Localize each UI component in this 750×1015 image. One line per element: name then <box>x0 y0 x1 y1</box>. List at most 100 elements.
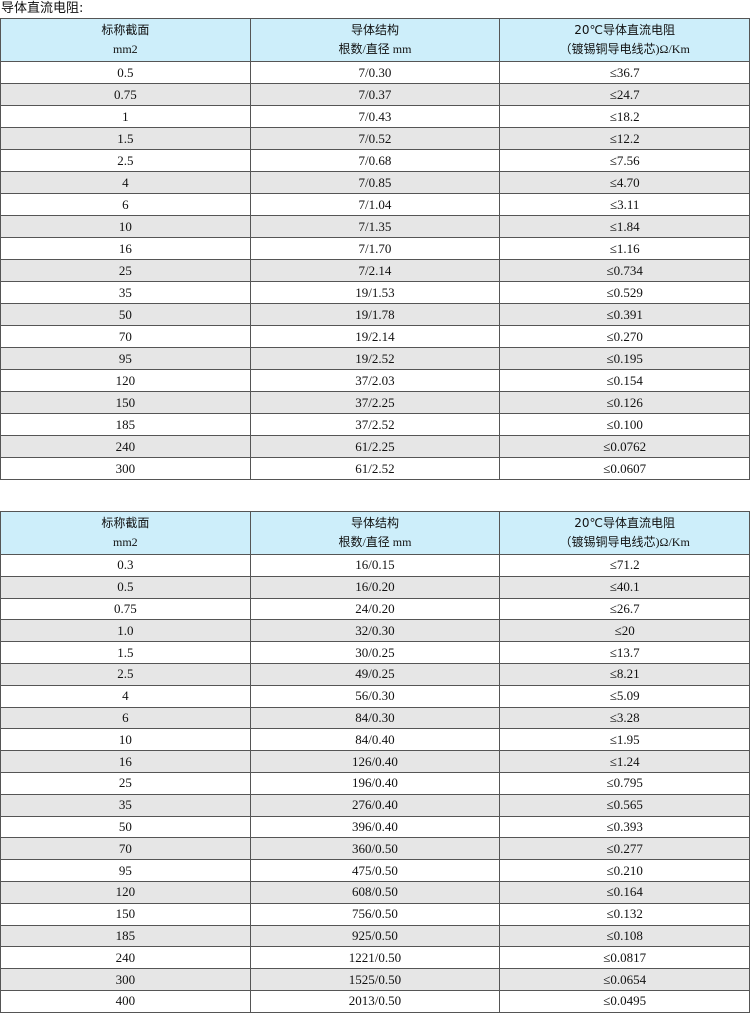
cross-section-cell: 25 <box>0 771 251 795</box>
cross-section-cell: 300 <box>0 457 251 480</box>
header-text: 标称截面 <box>101 23 150 37</box>
table-row: 240 1221/0.50 ≤0.0817 <box>0 946 750 970</box>
header-text: 20℃导体直流电阻 <box>574 23 676 37</box>
resistance-cell: ≤0.0762 <box>499 435 750 458</box>
table-row: 150 37/2.25 ≤0.126 <box>0 391 750 414</box>
resistance-cell: ≤8.21 <box>499 662 750 686</box>
table-row: 4 56/0.30 ≤5.09 <box>0 684 750 708</box>
header-unit: 根数/直径 mm <box>338 42 412 56</box>
header-cross-section: 标称截面 mm2 <box>0 511 251 555</box>
table-row: 1.5 7/0.52 ≤12.2 <box>0 127 750 150</box>
structure-cell: 126/0.40 <box>249 750 501 773</box>
structure-cell: 7/0.68 <box>249 149 501 172</box>
structure-cell: 19/2.14 <box>249 325 501 348</box>
cross-section-cell: 4 <box>0 171 251 194</box>
cross-section-cell: 400 <box>0 989 251 1013</box>
resistance-cell: ≤0.195 <box>499 347 750 370</box>
structure-cell: 32/0.30 <box>249 619 501 643</box>
structure-cell: 37/2.03 <box>249 369 501 392</box>
table-row: 120 37/2.03 ≤0.154 <box>0 369 750 392</box>
table-row: 10 7/1.35 ≤1.84 <box>0 215 750 238</box>
header-unit: mm2 <box>112 42 138 56</box>
table-row: 185 925/0.50 ≤0.108 <box>0 924 750 948</box>
header-unit: mm2 <box>112 535 138 549</box>
structure-cell: 7/1.04 <box>249 193 501 216</box>
resistance-table-1: 标称截面 mm2 导体结构 根数/直径 mm 20℃导体直流电阻 （镀锡铜导电线芯)Ω… <box>0 18 750 480</box>
cross-section-cell: 10 <box>0 728 251 752</box>
cross-section-cell: 240 <box>0 946 251 970</box>
table-row: 70 19/2.14 ≤0.270 <box>0 325 750 348</box>
table-row: 2.5 49/0.25 ≤8.21 <box>0 662 750 686</box>
cross-section-cell: 120 <box>0 369 251 392</box>
structure-cell: 37/2.52 <box>249 413 501 436</box>
resistance-cell: ≤0.164 <box>499 880 750 904</box>
cross-section-cell: 10 <box>0 215 251 238</box>
cross-section-cell: 0.75 <box>0 83 251 106</box>
structure-cell: 7/0.85 <box>249 171 501 194</box>
resistance-cell: ≤36.7 <box>499 61 750 84</box>
table-row: 50 19/1.78 ≤0.391 <box>0 303 750 326</box>
table-row: 16 126/0.40 ≤1.24 <box>0 750 750 773</box>
cross-section-cell: 70 <box>0 325 251 348</box>
header-structure: 导体结构 根数/直径 mm <box>249 18 501 62</box>
cross-section-cell: 70 <box>0 837 251 861</box>
table-row: 0.3 16/0.15 ≤71.2 <box>0 554 750 577</box>
cross-section-cell: 185 <box>0 413 251 436</box>
structure-cell: 16/0.20 <box>249 575 501 599</box>
structure-cell: 608/0.50 <box>249 880 501 904</box>
cross-section-cell: 25 <box>0 259 251 282</box>
cross-section-cell: 1 <box>0 105 251 128</box>
cross-section-cell: 50 <box>0 815 251 839</box>
header-text: 标称截面 <box>101 516 150 530</box>
structure-cell: 7/2.14 <box>249 259 501 282</box>
table-row: 120 608/0.50 ≤0.164 <box>0 880 750 904</box>
table-row: 1.5 30/0.25 ≤13.7 <box>0 641 750 664</box>
resistance-table-2: 标称截面 mm2 导体结构 根数/直径 mm 20℃导体直流电阻 （镀锡铜导电线芯)Ω… <box>0 511 750 1013</box>
resistance-cell: ≤0.108 <box>499 924 750 948</box>
cross-section-cell: 150 <box>0 902 251 926</box>
resistance-cell: ≤3.28 <box>499 706 750 730</box>
resistance-cell: ≤0.154 <box>499 369 750 392</box>
cross-section-cell: 95 <box>0 347 251 370</box>
table-row: 95 19/2.52 ≤0.195 <box>0 347 750 370</box>
structure-cell: 7/1.35 <box>249 215 501 238</box>
table-row: 240 61/2.25 ≤0.0762 <box>0 435 750 458</box>
header-resistance: 20℃导体直流电阻 （镀锡铜导电线芯)Ω/Km <box>499 18 750 62</box>
table-row: 2.5 7/0.68 ≤7.56 <box>0 149 750 172</box>
table-row: 300 1525/0.50 ≤0.0654 <box>0 968 750 991</box>
structure-cell: 1221/0.50 <box>249 946 501 970</box>
header-cross-section: 标称截面 mm2 <box>0 18 251 62</box>
structure-cell: 196/0.40 <box>249 771 501 795</box>
resistance-cell: ≤1.95 <box>499 728 750 752</box>
table-row: 25 7/2.14 ≤0.734 <box>0 259 750 282</box>
structure-cell: 16/0.15 <box>249 554 501 577</box>
structure-cell: 84/0.30 <box>249 706 501 730</box>
structure-cell: 7/0.37 <box>249 83 501 106</box>
table-row: 150 756/0.50 ≤0.132 <box>0 902 750 926</box>
header-unit: （镀锡铜导电线芯)Ω/Km <box>559 535 690 549</box>
resistance-cell: ≤0.0607 <box>499 457 750 480</box>
cross-section-cell: 120 <box>0 880 251 904</box>
table-row: 185 37/2.52 ≤0.100 <box>0 413 750 436</box>
table-row: 6 84/0.30 ≤3.28 <box>0 706 750 730</box>
table-row: 400 2013/0.50 ≤0.0495 <box>0 989 750 1013</box>
cross-section-cell: 1.5 <box>0 641 251 664</box>
structure-cell: 37/2.25 <box>249 391 501 414</box>
table-row: 0.5 7/0.30 ≤36.7 <box>0 61 750 84</box>
resistance-cell: ≤1.84 <box>499 215 750 238</box>
structure-cell: 360/0.50 <box>249 837 501 861</box>
table-row: 6 7/1.04 ≤3.11 <box>0 193 750 216</box>
resistance-cell: ≤1.24 <box>499 750 750 773</box>
caption: 导体直流电阻: <box>1 1 84 16</box>
cross-section-cell: 300 <box>0 968 251 991</box>
cross-section-cell: 0.75 <box>0 597 251 621</box>
structure-cell: 7/0.52 <box>249 127 501 150</box>
structure-cell: 49/0.25 <box>249 662 501 686</box>
resistance-cell: ≤0.0654 <box>499 968 750 991</box>
header-row: 标称截面 mm2 导体结构 根数/直径 mm 20℃导体直流电阻 （镀锡铜导电线芯)Ω… <box>0 511 750 555</box>
structure-cell: 2013/0.50 <box>249 989 501 1013</box>
structure-cell: 276/0.40 <box>249 793 501 817</box>
resistance-cell: ≤0.132 <box>499 902 750 926</box>
cross-section-cell: 150 <box>0 391 251 414</box>
structure-cell: 30/0.25 <box>249 641 501 664</box>
